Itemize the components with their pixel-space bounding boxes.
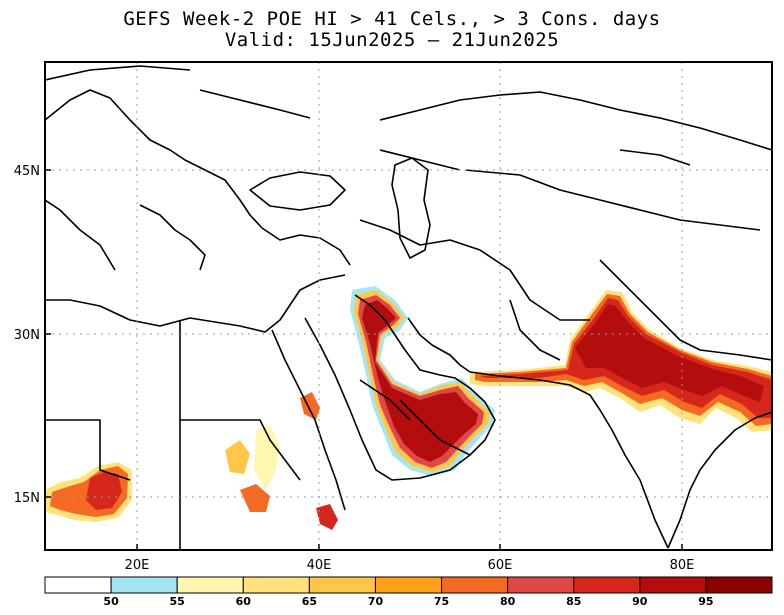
colorbar-label: 90 (632, 595, 648, 608)
colorbar-swatch (573, 576, 641, 594)
lon-label-20e: 20E (125, 558, 150, 573)
lat-label-30n: 30N (14, 328, 40, 343)
colorbar-swatch (374, 576, 443, 594)
colorbar-swatch (242, 576, 310, 594)
colorbar-label: 85 (566, 595, 581, 608)
colorbar: 50 55 60 65 70 75 80 85 90 95 (44, 576, 773, 608)
colorbar-label: 70 (368, 595, 384, 608)
colorbar-label: 55 (170, 595, 185, 608)
colorbar-swatch (110, 576, 178, 594)
lon-label-80e: 80E (670, 558, 695, 573)
colorbar-label: 80 (500, 595, 516, 608)
colorbar-label: 50 (103, 595, 119, 608)
colorbar-label: 95 (698, 595, 713, 608)
graticule (45, 62, 772, 550)
heat-region-south-asia (470, 290, 772, 432)
colorbar-swatch (176, 576, 244, 594)
colorbar-swatch (507, 576, 575, 594)
lat-label-45n: 45N (14, 164, 40, 179)
colorbar-label: 65 (302, 595, 317, 608)
lon-label-60e: 60E (488, 558, 513, 573)
country-borders (45, 65, 772, 550)
colorbar-swatch (308, 576, 376, 594)
map-frame (44, 61, 773, 551)
heat-region-africa (45, 392, 338, 530)
colorbar-swatch (441, 576, 509, 594)
colorbar-label: 60 (236, 595, 252, 608)
axis-ticks (45, 169, 683, 550)
lat-label-15n: 15N (14, 491, 40, 506)
map-title-line1: GEFS Week-2 POE HI > 41 Cels., > 3 Cons.… (123, 8, 661, 30)
colorbar-swatch (44, 576, 112, 594)
colorbar-swatch (705, 576, 773, 594)
colorbar-label: 75 (434, 595, 449, 608)
map-title-line2: Valid: 15Jun2025 – 21Jun2025 (224, 29, 560, 51)
map-area (45, 62, 772, 550)
lon-label-40e: 40E (307, 558, 332, 573)
colorbar-swatch (639, 576, 707, 594)
heat-region-arabia (350, 286, 495, 476)
